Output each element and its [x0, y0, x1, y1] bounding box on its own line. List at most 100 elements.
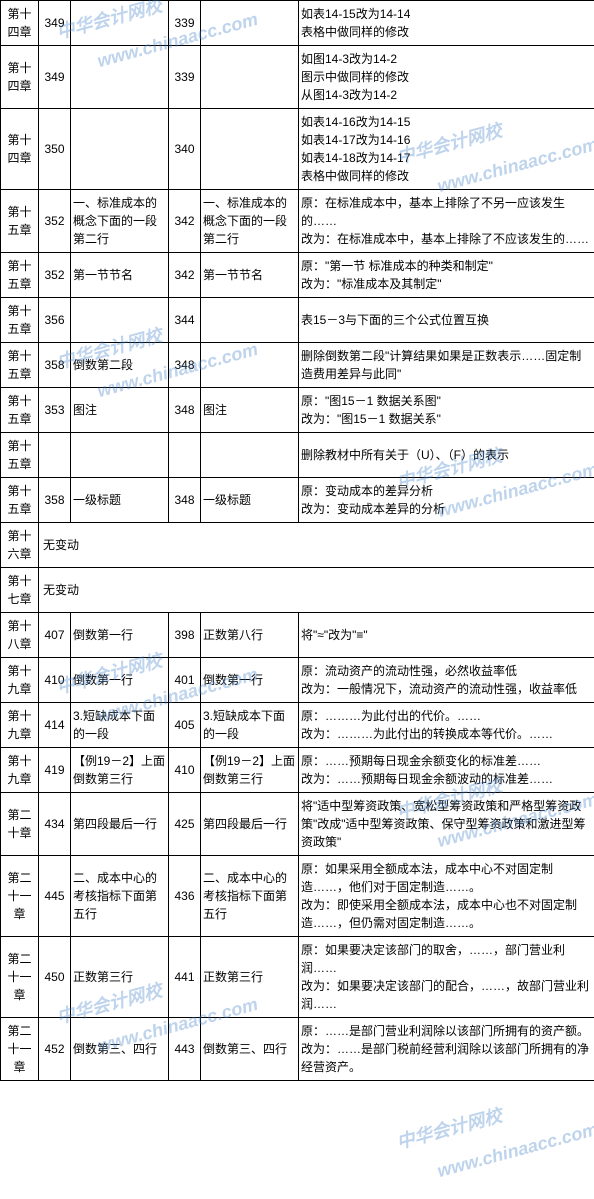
page1-cell: 358	[39, 343, 71, 388]
chapter-cell: 第十六章	[1, 523, 39, 568]
desc2-cell	[201, 343, 299, 388]
page2-cell: 342	[169, 253, 201, 298]
remark-cell: 删除倒数第二段"计算结果如果是正数表示……固定制造费用差异与此同"	[299, 343, 594, 388]
remark-cell: 删除教材中所有关于（U）、（F）的表示	[299, 433, 594, 478]
table-row: 第十五章353图注348图注原："图15－1 数据关系图"改为："图15－1 数…	[1, 388, 594, 433]
page1-cell: 349	[39, 1, 71, 46]
remark-cell: 原：……是部门营业利润除以该部门所拥有的资产额。改为：……是部门税前经营利润除以…	[299, 1018, 594, 1081]
chapter-cell: 第十四章	[1, 1, 39, 46]
page1-cell: 352	[39, 253, 71, 298]
page2-cell: 348	[169, 478, 201, 523]
table-row: 第十九章410倒数第一行401倒数第一行原：流动资产的流动性强，必然收益率低改为…	[1, 658, 594, 703]
desc2-cell	[201, 1, 299, 46]
page2-cell: 348	[169, 343, 201, 388]
desc1-cell: 二、成本中心的考核指标下面第五行	[71, 856, 169, 937]
remark-cell: 原："第一节 标准成本的种类和制定"改为："标准成本及其制定"	[299, 253, 594, 298]
desc1-cell: 正数第三行	[71, 937, 169, 1018]
remark-cell: 原：变动成本的差异分析改为：变动成本差异的分析	[299, 478, 594, 523]
desc2-cell: 第四段最后一行	[201, 793, 299, 856]
table-row: 第十九章4143.短缺成本下面的一段4053.短缺成本下面的一段原：………为此付…	[1, 703, 594, 748]
page1-cell: 450	[39, 937, 71, 1018]
chapter-cell: 第十九章	[1, 658, 39, 703]
page2-cell: 398	[169, 613, 201, 658]
desc1-cell: 【例19－2】上面倒数第三行	[71, 748, 169, 793]
table-row: 第二十一章450正数第三行441正数第三行原：如果要决定该部门的取舍，……，部门…	[1, 937, 594, 1018]
page1-cell: 419	[39, 748, 71, 793]
page2-cell: 410	[169, 748, 201, 793]
desc2-cell	[201, 109, 299, 190]
remark-cell: 原：流动资产的流动性强，必然收益率低改为：一般情况下，流动资产的流动性强，收益率…	[299, 658, 594, 703]
remark-cell: 如表14-16改为14-15如表14-17改为14-16如表14-18改为14-…	[299, 109, 594, 190]
desc1-cell: 倒数第一行	[71, 613, 169, 658]
table-row: 第十五章358一级标题348一级标题原：变动成本的差异分析改为：变动成本差异的分…	[1, 478, 594, 523]
remark-cell: 原：………为此付出的代价。……改为：………为此付出的转换成本等代价。……	[299, 703, 594, 748]
table-row: 第十七章无变动	[1, 568, 594, 613]
table-row: 第十五章删除教材中所有关于（U）、（F）的表示	[1, 433, 594, 478]
desc1-cell: 一、标准成本的概念下面的一段第二行	[71, 190, 169, 253]
table-row: 第十九章419【例19－2】上面倒数第三行410【例19－2】上面倒数第三行原：…	[1, 748, 594, 793]
desc2-cell: 正数第三行	[201, 937, 299, 1018]
page2-cell: 401	[169, 658, 201, 703]
desc2-cell: 倒数第一行	[201, 658, 299, 703]
remark-cell: 将"适中型筹资政策、宽松型筹资政策和严格型筹资政策"改成"适中型筹资政策、保守型…	[299, 793, 594, 856]
page1-cell: 349	[39, 46, 71, 109]
merged-cell: 无变动	[39, 523, 594, 568]
page1-cell: 350	[39, 109, 71, 190]
desc2-cell: 一级标题	[201, 478, 299, 523]
desc1-cell: 一级标题	[71, 478, 169, 523]
chapter-cell: 第十九章	[1, 748, 39, 793]
chapter-cell: 第二十一章	[1, 856, 39, 937]
watermark: www.chinaacc.com	[435, 1119, 594, 1182]
page1-cell: 434	[39, 793, 71, 856]
merged-cell: 无变动	[39, 568, 594, 613]
watermark: 中华会计网校	[393, 1101, 504, 1154]
desc1-cell: 图注	[71, 388, 169, 433]
page2-cell: 344	[169, 298, 201, 343]
remark-cell: 原：如果采用全额成本法，成本中心不对固定制造……，他们对于固定制造……。改为：即…	[299, 856, 594, 937]
remark-cell: 原：如果要决定该部门的取舍，……，部门营业利润……改为：如果要决定该部门的配合，…	[299, 937, 594, 1018]
desc1-cell: 第一节节名	[71, 253, 169, 298]
desc2-cell: 一、标准成本的概念下面的一段第二行	[201, 190, 299, 253]
desc1-cell: 倒数第三、四行	[71, 1018, 169, 1081]
page2-cell: 441	[169, 937, 201, 1018]
remark-cell: 如图14-3改为14-2图示中做同样的修改从图14-3改为14-2	[299, 46, 594, 109]
desc2-cell	[201, 298, 299, 343]
chapter-cell: 第十五章	[1, 343, 39, 388]
chapter-cell: 第十四章	[1, 46, 39, 109]
table-row: 第十五章358倒数第二段348删除倒数第二段"计算结果如果是正数表示……固定制造…	[1, 343, 594, 388]
page1-cell: 414	[39, 703, 71, 748]
desc2-cell	[201, 433, 299, 478]
page2-cell: 443	[169, 1018, 201, 1081]
desc2-cell: 第一节节名	[201, 253, 299, 298]
table-row: 第二十一章445二、成本中心的考核指标下面第五行436二、成本中心的考核指标下面…	[1, 856, 594, 937]
table-row: 第十四章349339如图14-3改为14-2图示中做同样的修改从图14-3改为1…	[1, 46, 594, 109]
desc1-cell	[71, 1, 169, 46]
page1-cell: 358	[39, 478, 71, 523]
chapter-cell: 第十五章	[1, 190, 39, 253]
page2-cell: 436	[169, 856, 201, 937]
chapter-cell: 第十五章	[1, 298, 39, 343]
table-row: 第十五章352一、标准成本的概念下面的一段第二行342一、标准成本的概念下面的一…	[1, 190, 594, 253]
desc1-cell	[71, 109, 169, 190]
page1-cell: 452	[39, 1018, 71, 1081]
desc2-cell: 正数第八行	[201, 613, 299, 658]
table-row: 第十六章无变动	[1, 523, 594, 568]
desc1-cell	[71, 298, 169, 343]
table-row: 第十五章356 344 表15－3与下面的三个公式位置互换	[1, 298, 594, 343]
page2-cell: 340	[169, 109, 201, 190]
page1-cell: 356	[39, 298, 71, 343]
chapter-cell: 第二十一章	[1, 1018, 39, 1081]
page2-cell: 339	[169, 1, 201, 46]
table-row: 第二十一章452倒数第三、四行443倒数第三、四行原：……是部门营业利润除以该部…	[1, 1018, 594, 1081]
chapter-cell: 第十五章	[1, 388, 39, 433]
page1-cell: 353	[39, 388, 71, 433]
remark-cell: 如表14-15改为14-14表格中做同样的修改	[299, 1, 594, 46]
remark-cell: 表15－3与下面的三个公式位置互换	[299, 298, 594, 343]
page2-cell: 425	[169, 793, 201, 856]
page2-cell: 348	[169, 388, 201, 433]
table-row: 第二十章434第四段最后一行425第四段最后一行将"适中型筹资政策、宽松型筹资政…	[1, 793, 594, 856]
desc2-cell: 3.短缺成本下面的一段	[201, 703, 299, 748]
page1-cell: 352	[39, 190, 71, 253]
desc2-cell: 倒数第三、四行	[201, 1018, 299, 1081]
chapter-cell: 第十五章	[1, 478, 39, 523]
